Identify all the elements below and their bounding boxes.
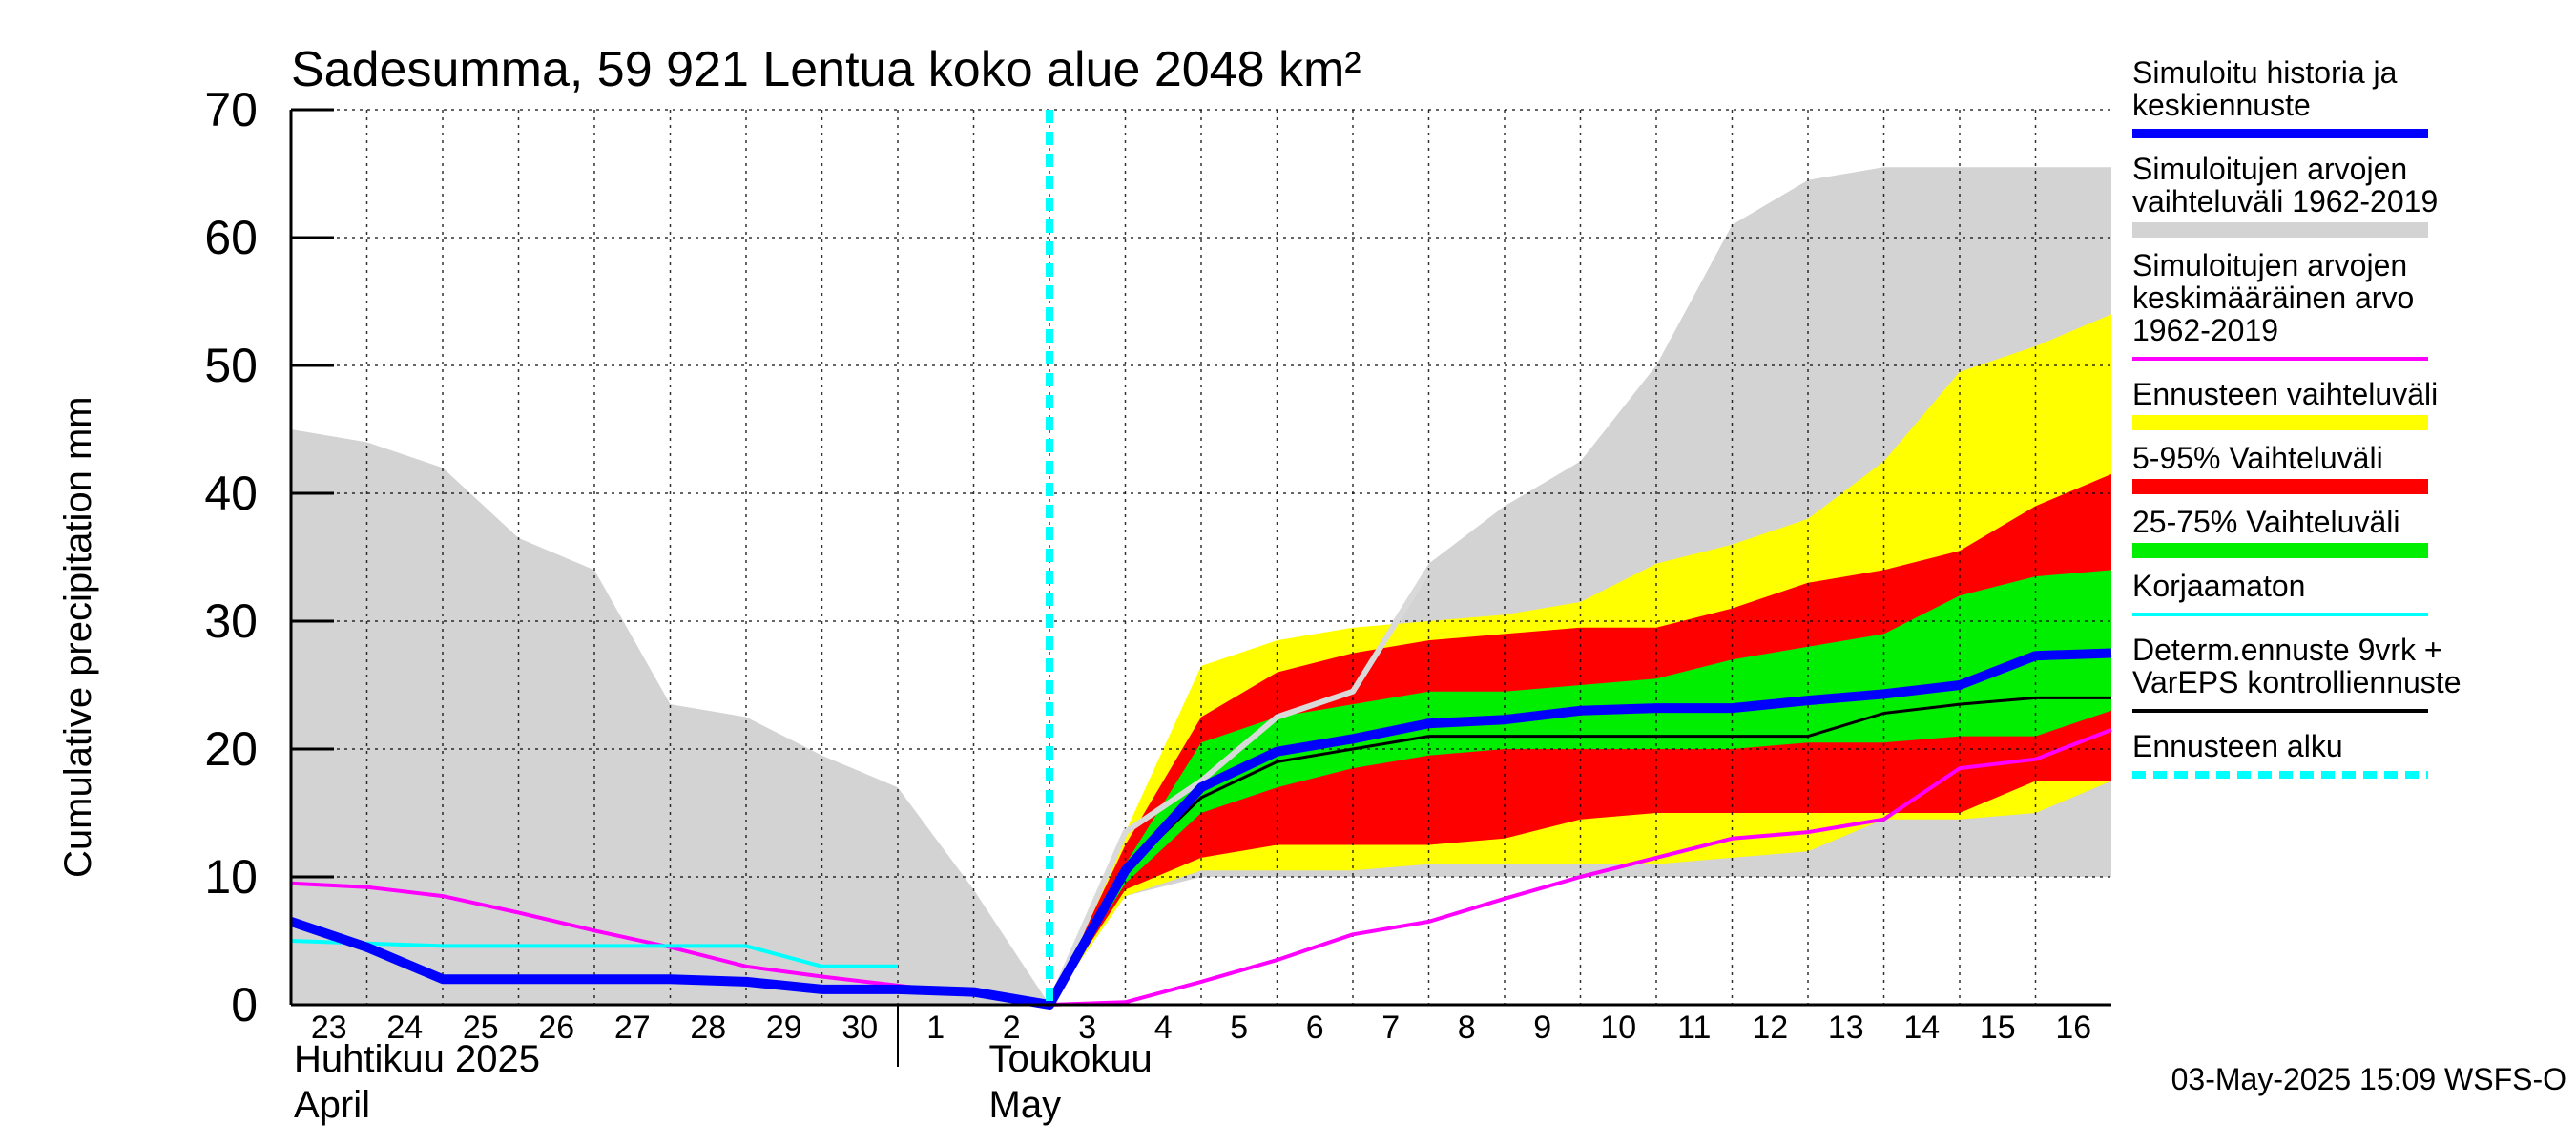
month-sublabel-0: April [294,1084,370,1126]
plot-area [289,109,2112,1010]
legend-label-0-0: Simuloitu historia ja [2132,55,2398,90]
series-mean [290,728,2112,1007]
xtick-label-26: 26 [538,1010,574,1046]
legend-label-3-0: Ennusteen vaihteluväli [2132,377,2438,411]
ytick-label-10: 10 [204,850,258,904]
legend-label-2-1: keskimääräinen arvo [2132,281,2414,315]
xtick-label-12: 12 [1752,1010,1788,1046]
legend-label-7-0: Determ.ennuste 9vrk + [2132,633,2442,667]
chart-title: Sadesumma, 59 921 Lentua koko alue 2048 … [291,42,1361,97]
xtick-label-24: 24 [386,1010,423,1046]
xtick-label-11: 11 [1677,1010,1711,1046]
ytick-label-50: 50 [204,339,258,392]
legend-label-1-0: Simuloitujen arvojen [2132,152,2407,186]
xtick-label-7: 7 [1381,1010,1400,1046]
legend-label-0-1: keskiennuste [2132,88,2311,122]
xtick-label-25: 25 [463,1010,499,1046]
band-p25_75 [1049,570,2111,1005]
xtick-label-27: 27 [614,1010,651,1046]
legend-label-2-2: 1962-2019 [2132,313,2278,347]
legend-label-8-0: Ennusteen alku [2132,729,2343,763]
xtick-label-14: 14 [1903,1010,1940,1046]
xtick-label-5: 5 [1230,1010,1248,1046]
ytick-label-70: 70 [204,83,258,136]
xtick-label-2: 2 [1003,1010,1021,1046]
series-determ [1048,696,2111,1006]
legend-label-7-1: VarEPS kontrolliennuste [2132,665,2461,699]
legend-label-1-1: vaihteluväli 1962-2019 [2132,184,2438,219]
ytick-label-0: 0 [231,978,258,1031]
xtick-label-9: 9 [1533,1010,1551,1046]
xtick-label-4: 4 [1154,1010,1173,1046]
timestamp: 03-May-2025 15:09 WSFS-O [2171,1062,2566,1096]
series-observed_light [1047,568,1432,1007]
xtick-label-29: 29 [766,1010,802,1046]
legend-label-6-0: Korjaamaton [2132,569,2305,603]
legend-label-2-0: Simuloitujen arvojen [2132,248,2407,282]
xtick-label-10: 10 [1600,1010,1636,1046]
series-simulated [289,648,2112,1010]
ytick-label-60: 60 [204,211,258,264]
xtick-label-1: 1 [926,1010,945,1046]
y-axis-label: Cumulative precipitation mm [57,396,99,878]
series-uncorrected [290,939,898,968]
xtick-label-23: 23 [311,1010,347,1046]
xtick-label-15: 15 [1980,1010,2016,1046]
xtick-label-3: 3 [1078,1010,1096,1046]
xtick-label-13: 13 [1828,1010,1864,1046]
xtick-label-8: 8 [1458,1010,1476,1046]
month-label-1: Toukokuu [989,1038,1153,1080]
ytick-label-30: 30 [204,594,258,648]
legend-label-5-0: 25-75% Vaihteluväli [2132,505,2399,539]
ytick-label-20: 20 [204,722,258,776]
month-label-0: Huhtikuu 2025 [294,1038,540,1080]
xtick-label-16: 16 [2055,1010,2091,1046]
xtick-label-30: 30 [841,1010,878,1046]
xtick-label-6: 6 [1306,1010,1324,1046]
xtick-label-28: 28 [690,1010,726,1046]
legend-label-4-0: 5-95% Vaihteluväli [2132,441,2383,475]
month-sublabel-1: May [989,1084,1062,1126]
ytick-label-40: 40 [204,467,258,520]
